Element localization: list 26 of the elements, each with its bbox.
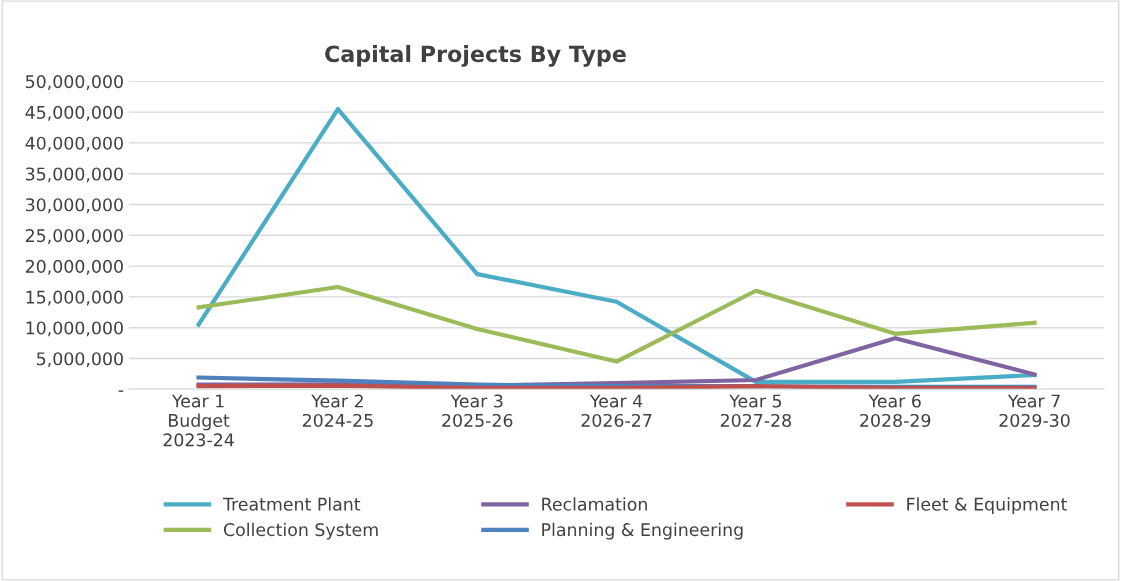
y-tick-label: 45,000,000 bbox=[25, 105, 123, 121]
x-tick-label: Year 2 2024-25 bbox=[302, 394, 373, 428]
chart-title: Capital Projects By Type bbox=[325, 45, 626, 67]
legend-label: Reclamation bbox=[542, 497, 647, 511]
legend-label: Fleet & Equipment bbox=[907, 497, 1067, 515]
line-series bbox=[196, 106, 1037, 384]
y-tick-label: 35,000,000 bbox=[25, 167, 123, 183]
legend-label: Collection System bbox=[223, 522, 378, 540]
x-tick-label: Year 7 2029-30 bbox=[999, 394, 1070, 428]
x-tick-label: Year 5 2027-28 bbox=[720, 394, 791, 428]
x-tick-label: Year 6 2028-29 bbox=[860, 394, 931, 428]
x-tick-label: Year 3 2025-26 bbox=[442, 394, 513, 428]
x-tick-label: Year 4 2026-27 bbox=[581, 394, 652, 428]
y-tick-label: 10,000,000 bbox=[26, 321, 123, 337]
y-tick-label: 50,000,000 bbox=[25, 75, 123, 90]
y-tick-label: 5,000,000 bbox=[37, 352, 123, 368]
legend-label: Treatment Plant bbox=[222, 497, 361, 511]
legend-label: Planning & Engineering bbox=[542, 522, 743, 540]
y-tick-label: 30,000,000 bbox=[25, 198, 123, 214]
x-tick-label: Year 1 Budget 2023-24 bbox=[163, 394, 234, 447]
y-tick-label: - bbox=[118, 390, 124, 392]
y-tick-label: 15,000,000 bbox=[26, 290, 123, 306]
y-tick-label: 20,000,000 bbox=[25, 259, 123, 275]
line-series bbox=[196, 284, 1037, 364]
y-tick-label: 40,000,000 bbox=[25, 136, 123, 152]
y-tick-label: 25,000,000 bbox=[25, 229, 123, 244]
